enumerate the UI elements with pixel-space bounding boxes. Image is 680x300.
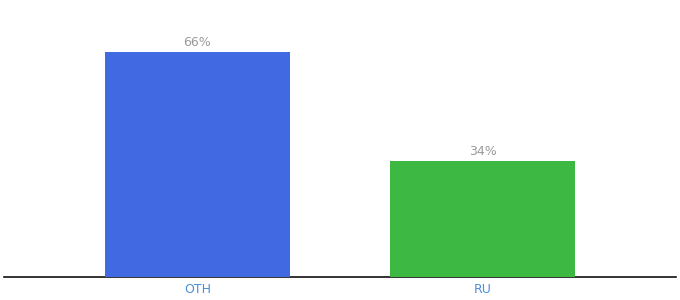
Bar xyxy=(105,52,290,277)
Text: 66%: 66% xyxy=(184,35,211,49)
Text: 34%: 34% xyxy=(469,145,496,158)
Bar xyxy=(390,161,575,277)
